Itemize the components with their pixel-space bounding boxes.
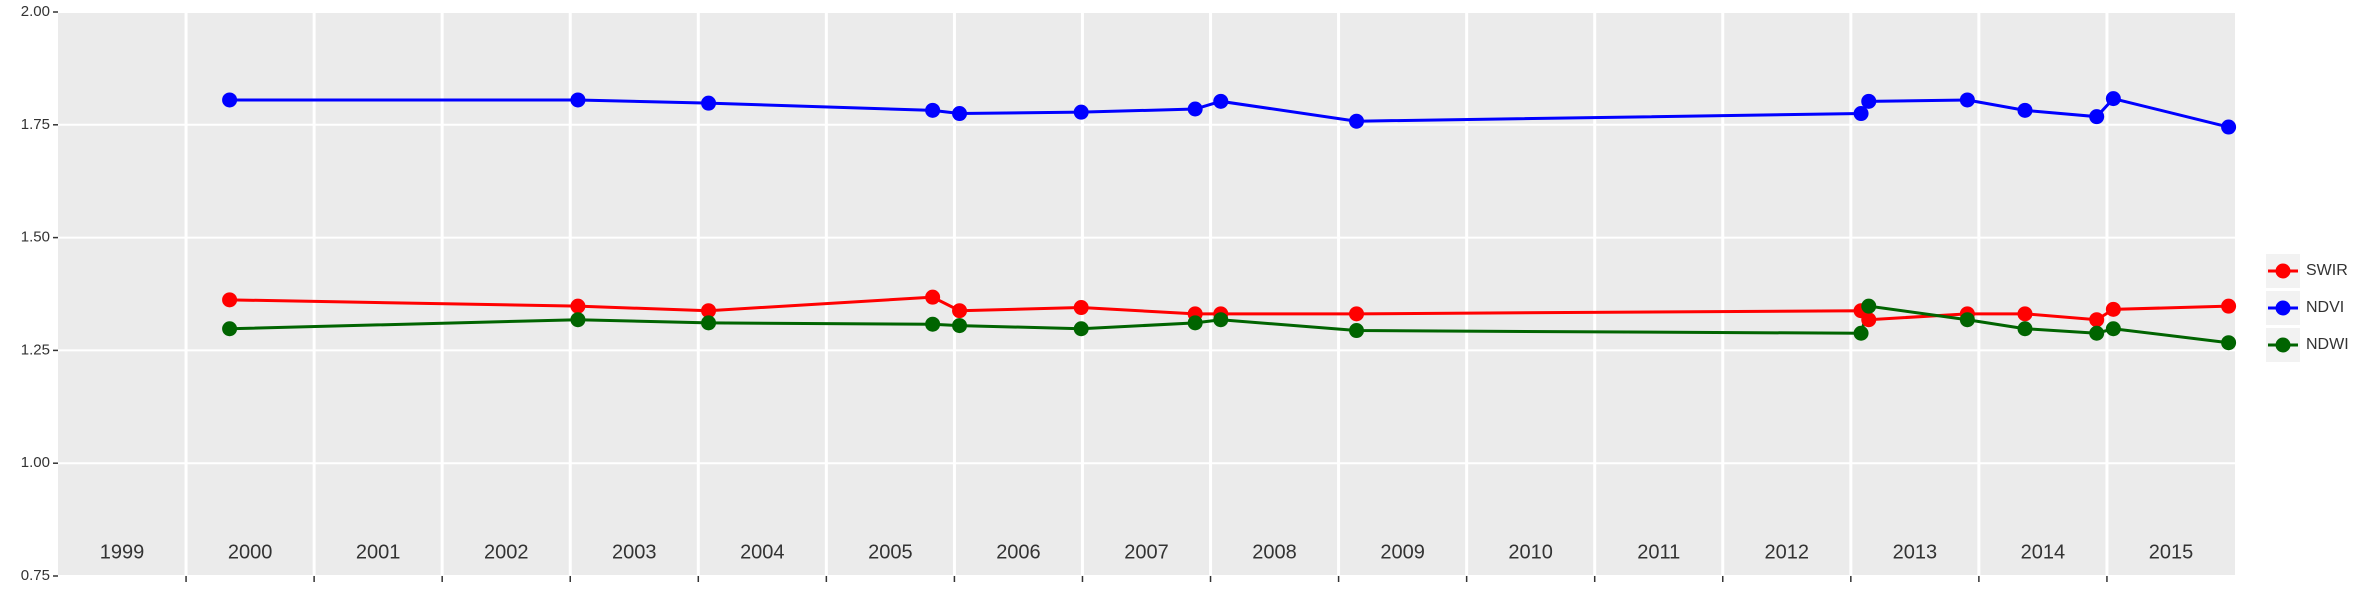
y-tick-label: 1.75 (21, 116, 50, 133)
point (1187, 101, 1203, 117)
legend-label: NDWI (2306, 336, 2349, 353)
panel (58, 12, 2235, 576)
legend-key-point (2275, 300, 2291, 316)
point (222, 321, 238, 337)
series-line (229, 304, 2229, 345)
series-line (229, 96, 2229, 129)
point (701, 95, 717, 111)
point (222, 92, 238, 108)
point (701, 303, 717, 319)
point (952, 106, 968, 122)
y-tick-label: 1.50 (21, 229, 50, 246)
point (1959, 92, 1975, 108)
year-label: 2015 (2149, 541, 2194, 563)
year-label: 2011 (1637, 541, 1680, 563)
point (2017, 102, 2033, 118)
point (570, 92, 586, 108)
legend-key-point (2275, 337, 2291, 353)
point (1073, 300, 1089, 316)
year-label: 1999 (100, 541, 145, 563)
legend-label: NDVI (2306, 299, 2344, 316)
series-line (229, 295, 2229, 322)
year-label: 2005 (868, 541, 913, 563)
point (1853, 325, 1869, 341)
point (1349, 306, 1365, 322)
point (2105, 301, 2121, 317)
year-label: 2000 (228, 541, 273, 563)
point (1853, 106, 1869, 122)
y-tick-label: 1.00 (21, 454, 50, 471)
point (1959, 312, 1975, 328)
y-tick-label: 2.00 (21, 3, 50, 20)
year-label: 2003 (612, 541, 657, 563)
point (2089, 325, 2105, 341)
point (222, 292, 238, 308)
year-label: 2012 (1765, 541, 1810, 563)
point (1349, 323, 1365, 339)
point (925, 289, 941, 305)
y-tick-label: 1.25 (21, 341, 50, 358)
point (2221, 335, 2237, 351)
year-label: 2004 (740, 541, 785, 563)
point (2105, 321, 2121, 337)
year-label: 2008 (1252, 541, 1297, 563)
year-label: 2001 (356, 541, 401, 563)
point (952, 303, 968, 319)
year-label: 2009 (1380, 541, 1425, 563)
point (2089, 312, 2105, 328)
year-label: 2014 (2021, 541, 2066, 563)
year-label: 2007 (1124, 541, 1169, 563)
point (2221, 119, 2237, 135)
point (570, 312, 586, 328)
point (1861, 93, 1877, 109)
point (1187, 315, 1203, 331)
year-label: 2013 (1893, 541, 1938, 563)
point (2017, 321, 2033, 337)
point (925, 102, 941, 118)
legend-label: SWIR (2306, 262, 2348, 279)
point (701, 315, 717, 331)
year-label: 2002 (484, 541, 529, 563)
point (1861, 312, 1877, 328)
legend-key-point (2275, 263, 2291, 279)
year-label: 2010 (1508, 541, 1553, 563)
point (570, 298, 586, 314)
point (925, 316, 941, 332)
point (1213, 93, 1229, 109)
point (1213, 312, 1229, 328)
point (1861, 298, 1877, 314)
year-label: 2006 (996, 541, 1041, 563)
point (2089, 109, 2105, 125)
point (1073, 321, 1089, 337)
point (2105, 91, 2121, 107)
point (2017, 306, 2033, 322)
point (2221, 298, 2237, 314)
point (1073, 104, 1089, 120)
y-tick-label: 0.75 (21, 567, 50, 584)
point (952, 318, 968, 334)
point (1349, 113, 1365, 129)
